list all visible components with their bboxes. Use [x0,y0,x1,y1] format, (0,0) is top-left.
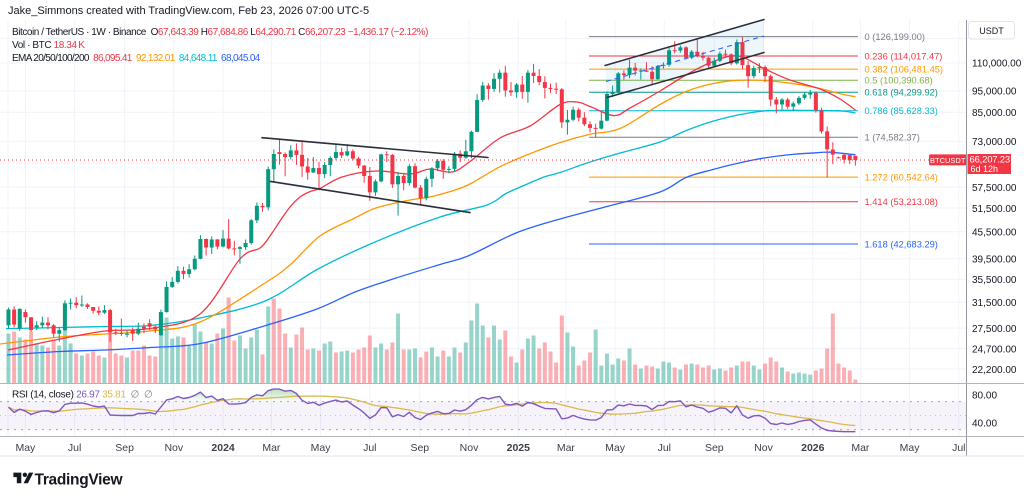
svg-text:Mar: Mar [557,442,576,454]
svg-text:Nov: Nov [164,442,183,454]
svg-text:51,500.00: 51,500.00 [972,204,1017,215]
svg-text:40.00: 40.00 [972,418,997,429]
svg-text:May: May [900,442,921,454]
svg-text:22,200.00: 22,200.00 [972,365,1017,376]
svg-text:0.786 (85,628.33): 0.786 (85,628.33) [865,106,938,116]
svg-text:Vol · BTC 18.34 K: Vol · BTC 18.34 K [12,40,85,51]
svg-text:80.00: 80.00 [972,390,997,401]
svg-text:1.618 (42,683.29): 1.618 (42,683.29) [865,239,938,249]
svg-text:RSI (14, close) 26.97 35.81 ∅: RSI (14, close) 26.97 35.81 ∅ ∅ [12,390,152,401]
svg-text:1.414 (53,213.08): 1.414 (53,213.08) [865,197,938,207]
svg-text:Jul: Jul [658,442,671,454]
svg-text:39,500.00: 39,500.00 [972,255,1017,266]
svg-text:Jul: Jul [68,442,81,454]
svg-text:EMA 20/50/100/200 86,095.41: EMA 20/50/100/200 86,095.41 92,132.01 84… [12,53,261,64]
svg-text:TradingView: TradingView [35,471,124,488]
svg-text:Sep: Sep [115,442,134,454]
svg-text:Sep: Sep [705,442,724,454]
svg-text:Sep: Sep [410,442,429,454]
svg-text:110,000.00: 110,000.00 [972,59,1022,70]
svg-text:1 (74,582.37): 1 (74,582.37) [865,133,920,143]
svg-text:6d 12h: 6d 12h [971,164,999,174]
svg-text:Jake_Simmons created with Trad: Jake_Simmons created with TradingView.co… [8,5,369,17]
svg-text:2026: 2026 [801,442,825,454]
svg-text:0 (126,199.00): 0 (126,199.00) [865,32,925,42]
svg-text:27,500.00: 27,500.00 [972,324,1017,335]
svg-text:May: May [311,442,332,454]
svg-text:95,000.00: 95,000.00 [972,87,1017,98]
svg-text:BTCUSDT: BTCUSDT [930,156,966,165]
svg-text:1.272 (60,542.64): 1.272 (60,542.64) [865,173,938,183]
svg-text:USDT: USDT [979,26,1004,36]
svg-text:Mar: Mar [262,442,281,454]
svg-text:2025: 2025 [507,442,531,454]
svg-text:73,000.00: 73,000.00 [972,137,1017,148]
svg-text:Jul: Jul [952,442,965,454]
svg-text:57,500.00: 57,500.00 [972,183,1017,194]
svg-text:24,700.00: 24,700.00 [972,344,1017,355]
svg-text:85,000.00: 85,000.00 [972,108,1017,119]
svg-text:2024: 2024 [211,442,235,454]
svg-text:May: May [15,442,36,454]
svg-text:0.236 (114,017.47): 0.236 (114,017.47) [865,51,943,61]
svg-text:Bitcoin / TetherUS · 1W · Bina: Bitcoin / TetherUS · 1W · Binance O67,64… [12,27,428,38]
svg-text:Jul: Jul [363,442,376,454]
svg-text:31,500.00: 31,500.00 [972,298,1017,309]
svg-text:0.382 (106,481.45): 0.382 (106,481.45) [865,65,944,75]
svg-text:0.5 (100,390.68): 0.5 (100,390.68) [865,76,933,86]
svg-text:Nov: Nov [754,442,773,454]
svg-text:Mar: Mar [851,442,870,454]
svg-text:Nov: Nov [460,442,479,454]
svg-text:0.618 (94,299.92): 0.618 (94,299.92) [865,88,938,98]
svg-text:May: May [605,442,626,454]
svg-text:45,500.00: 45,500.00 [972,228,1017,239]
svg-text:66,207.23: 66,207.23 [970,155,1010,166]
svg-text:35,500.00: 35,500.00 [972,275,1017,286]
